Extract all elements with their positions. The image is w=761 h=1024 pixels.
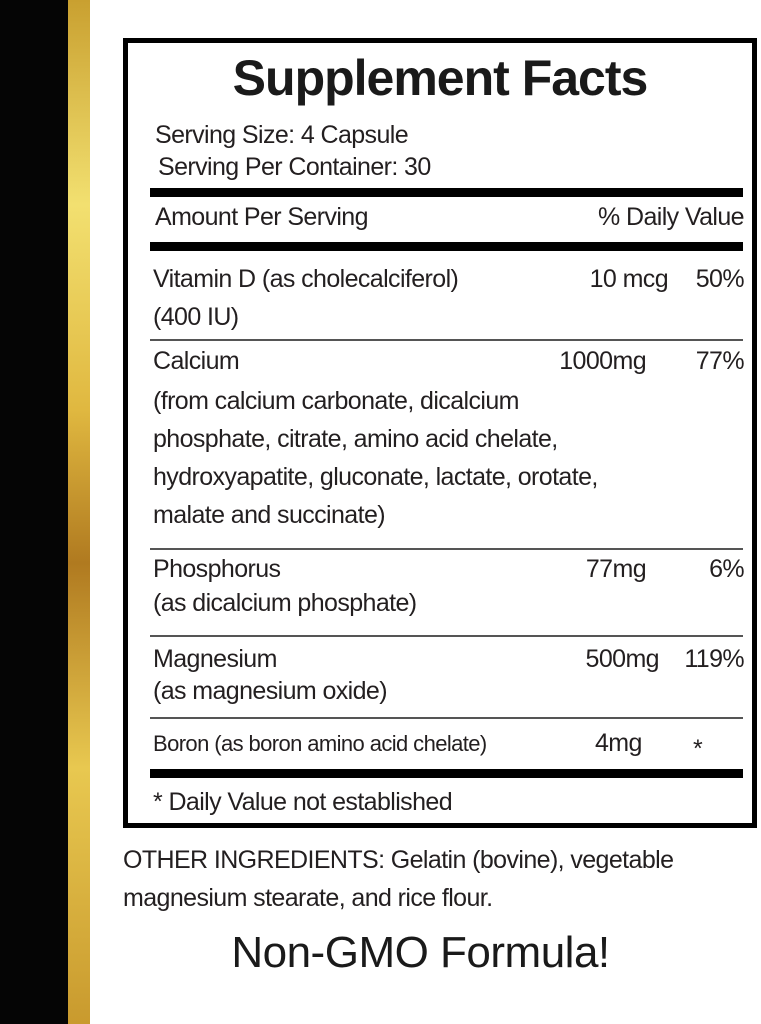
supplement-facts-panel: Supplement Facts Serving Size: 4 Capsule… [123,38,757,828]
row-amount: 10 mcg [589,265,669,293]
row-detail: (as dicalcium phosphate) [153,589,417,617]
other-ingredients-line: magnesium stearate, and rice flour. [123,884,493,912]
header-daily-value: % Daily Value [598,203,745,231]
row-detail: malate and succinate) [153,501,386,529]
row-dv: 77% [695,347,745,375]
panel-title: Supplement Facts [232,50,649,106]
footnote: * Daily Value not established [153,788,453,816]
row-detail: (400 IU) [153,303,239,331]
row-amount: 500mg [585,645,660,673]
row-detail: hydroxyapatite, gluconate, lactate, orot… [153,463,598,491]
divider-thin [150,635,743,637]
divider-thick [150,242,743,251]
row-amount: 4mg [595,729,642,757]
black-stripe [0,0,68,1024]
header-amount: Amount Per Serving [155,203,369,231]
row-name: Calcium [153,347,240,375]
row-amount: 77mg [585,555,647,583]
row-dv: 50% [695,265,745,293]
row-amount: 1000mg [559,347,646,375]
row-dv: * [693,735,703,763]
row-detail: (from calcium carbonate, dicalcium [153,387,519,415]
row-detail: (as magnesium oxide) [153,677,388,705]
row-dv: 6% [709,555,745,583]
servings-per-container: Serving Per Container: 30 [158,153,431,181]
divider-thin [150,548,743,550]
serving-size: Serving Size: 4 Capsule [155,121,409,149]
gold-stripe [68,0,90,1024]
row-name: Magnesium [153,645,277,673]
non-gmo-tagline: Non-GMO Formula! [231,928,610,977]
other-ingredients-line: OTHER INGREDIENTS: Gelatin (bovine), veg… [123,846,674,874]
divider-thick [150,188,743,197]
row-name: Phosphorus [153,555,281,583]
divider-thick [150,769,743,778]
divider-thin [150,717,743,719]
row-name: Vitamin D (as cholecalciferol) [153,265,459,293]
divider-thin [150,339,743,341]
row-name: Boron (as boron amino acid chelate) [153,731,487,756]
row-detail: phosphate, citrate, amino acid chelate, [153,425,558,453]
row-dv: 119% [684,645,744,673]
